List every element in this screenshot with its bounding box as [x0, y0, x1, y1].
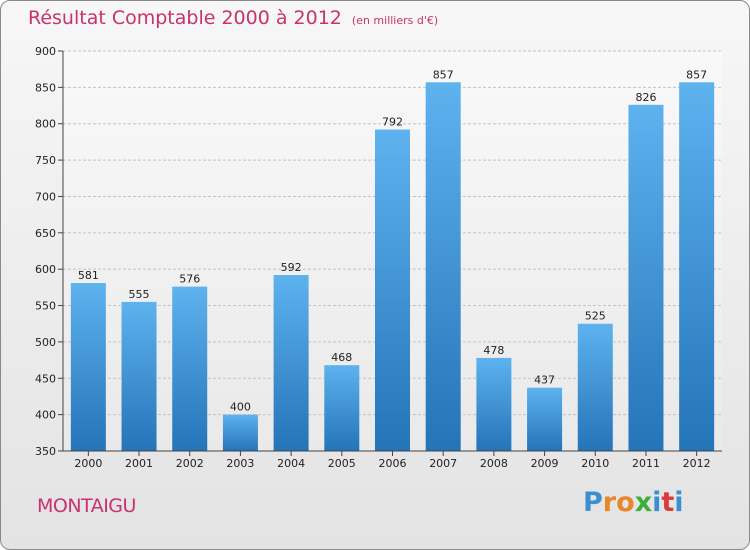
value-label: 581 — [78, 269, 99, 282]
x-axis: 2000 2001 2002 2003 2004 2005 2006 2007 2008 2009… — [63, 450, 722, 470]
value-label: 576 — [179, 273, 200, 286]
chart-title: Résultat Comptable 2000 à 2012 (en millie… — [28, 7, 438, 29]
y-tick-label: 600 — [35, 263, 56, 276]
logo-letter: P — [583, 487, 603, 518]
x-tick-label: 2006 — [379, 457, 407, 470]
chart-unit: (en milliers d'€) — [351, 14, 439, 27]
value-label: 826 — [635, 91, 656, 104]
logo-letter: o — [616, 487, 635, 518]
y-tick-label: 350 — [35, 445, 56, 458]
logo-letter: i — [652, 487, 662, 518]
x-tick-label: 2011 — [632, 457, 660, 470]
x-tick-label: 2004 — [277, 457, 305, 470]
x-tick-label: 2001 — [125, 457, 153, 470]
y-tick-label: 450 — [35, 372, 56, 385]
chart-title-text: Résultat Comptable 2000 à 2012 — [28, 7, 342, 29]
x-tick-label: 2008 — [480, 457, 508, 470]
bar — [172, 286, 208, 451]
bar — [222, 414, 258, 451]
bar — [425, 82, 461, 451]
y-tick-label: 850 — [35, 81, 56, 94]
bar — [577, 323, 613, 451]
bar — [121, 301, 157, 451]
proxiti-logo: Proxiti — [583, 487, 684, 518]
value-label: 478 — [483, 344, 504, 357]
y-tick-label: 800 — [35, 118, 56, 131]
bar — [375, 129, 410, 451]
y-tick-label: 650 — [35, 227, 56, 240]
value-label: 555 — [129, 288, 150, 301]
bar — [679, 82, 715, 451]
bar — [70, 283, 106, 451]
x-tick-label: 2005 — [328, 457, 356, 470]
value-label: 592 — [281, 261, 302, 274]
y-tick-label: 400 — [35, 409, 56, 422]
y-tick-label: 550 — [35, 300, 56, 313]
x-tick-label: 2012 — [683, 457, 711, 470]
value-label: 468 — [331, 351, 352, 364]
x-tick-label: 2000 — [74, 457, 102, 470]
bar — [527, 387, 563, 451]
x-tick-label: 2003 — [226, 457, 254, 470]
x-tick-label: 2010 — [581, 457, 609, 470]
value-label: 792 — [382, 116, 403, 129]
y-tick-label: 700 — [35, 190, 56, 203]
y-tick-label: 750 — [35, 154, 56, 167]
x-tick-label: 2002 — [176, 457, 204, 470]
logo-letter: i — [674, 487, 684, 518]
y-axis: 350 400 450 500 550 600 650 700 750 800 850 900 — [35, 45, 64, 458]
logo-letter: t — [661, 487, 675, 518]
value-label: 437 — [534, 374, 555, 387]
bar — [476, 357, 512, 451]
value-label: 525 — [585, 310, 606, 323]
value-label: 857 — [686, 68, 707, 81]
y-tick-label: 900 — [35, 45, 56, 58]
logo-letter: r — [602, 487, 617, 518]
bars: 581 555 576 400 592 468 792 857 478 437 525 826 857 — [70, 68, 715, 452]
logo-letter: x — [634, 487, 653, 518]
x-tick-label: 2009 — [531, 457, 559, 470]
x-tick-label: 2007 — [429, 457, 457, 470]
bar — [273, 275, 309, 451]
value-label: 857 — [433, 68, 454, 81]
value-label: 400 — [230, 401, 251, 414]
bar — [324, 365, 360, 451]
commune-name: MONTAIGU — [37, 495, 136, 517]
bar — [628, 104, 664, 452]
y-tick-label: 500 — [35, 336, 56, 349]
